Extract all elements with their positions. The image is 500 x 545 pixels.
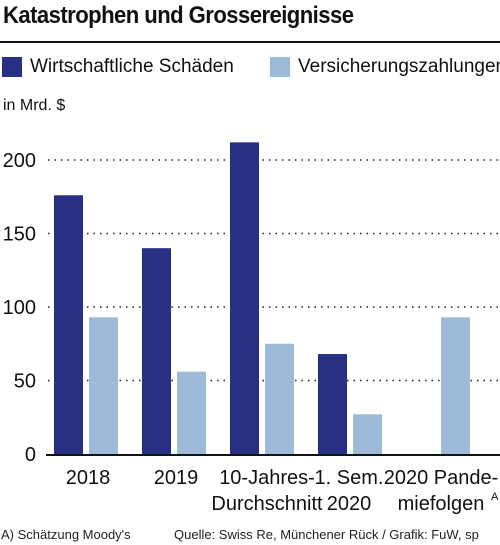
bar-insurance-payments bbox=[441, 317, 470, 454]
x-tick-label: 1. Sem. bbox=[315, 467, 384, 489]
source-credit: Quelle: Swiss Re, Münchener Rück / Grafi… bbox=[174, 527, 479, 542]
y-tick-label: 150 bbox=[3, 224, 36, 246]
x-tick-label: 2020 bbox=[327, 493, 372, 515]
x-tick-label-superscript: A bbox=[491, 491, 499, 503]
legend: Wirtschaftliche Schäden Versicherungszah… bbox=[0, 55, 500, 81]
x-tick-label: miefolgen bbox=[398, 493, 485, 515]
x-tick-label: 2018 bbox=[66, 467, 111, 489]
bar-insurance-payments bbox=[265, 343, 294, 454]
x-tick-label: Durchschnitt bbox=[211, 493, 323, 515]
bar-insurance-payments bbox=[89, 317, 118, 454]
title-divider bbox=[0, 41, 500, 43]
legend-swatch-insurance-payments bbox=[270, 57, 290, 77]
bar-economic-damage bbox=[142, 248, 171, 454]
footnote: A) Schätzung Moody's bbox=[1, 527, 131, 542]
y-tick-label: 0 bbox=[25, 444, 36, 466]
legend-label-economic-damage: Wirtschaftliche Schäden bbox=[30, 56, 234, 77]
y-tick-label: 100 bbox=[3, 297, 36, 319]
y-tick-label: 200 bbox=[3, 150, 36, 172]
bar-insurance-payments bbox=[177, 371, 206, 454]
x-tick-label: 2019 bbox=[154, 467, 199, 489]
y-axis-unit-label: in Mrd. $ bbox=[3, 97, 65, 114]
legend-label-insurance-payments: Versicherungszahlungen bbox=[298, 56, 500, 77]
legend-swatch-economic-damage bbox=[2, 57, 22, 77]
bar-economic-damage bbox=[54, 195, 83, 454]
x-tick-label: 2020 Pande- bbox=[384, 467, 499, 489]
chart-title: Katastrophen und Grossereignisse bbox=[3, 2, 354, 29]
x-tick-label: 10-Jahres- bbox=[219, 467, 315, 489]
y-tick-label: 50 bbox=[14, 371, 36, 393]
bar-insurance-payments bbox=[353, 414, 382, 454]
bar-economic-damage bbox=[318, 354, 347, 454]
bar-economic-damage bbox=[230, 142, 259, 455]
